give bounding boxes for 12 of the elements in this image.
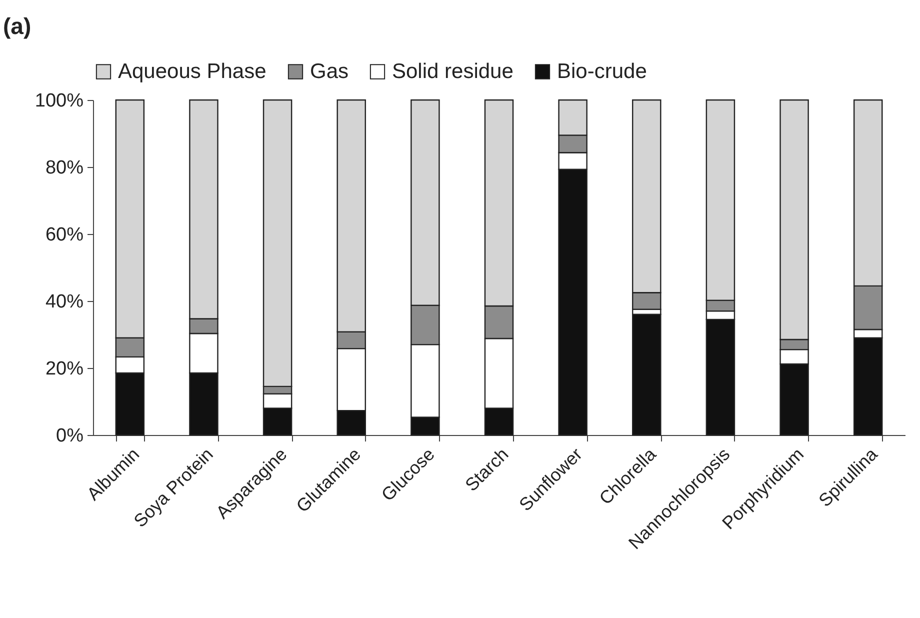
legend-label: Aqueous Phase bbox=[118, 60, 266, 83]
y-tick-label: 100% bbox=[34, 90, 84, 112]
bar bbox=[632, 314, 662, 436]
legend-label: Bio-crude bbox=[557, 60, 647, 83]
legend-label: Solid residue bbox=[392, 60, 514, 83]
y-tick-label: 40% bbox=[45, 292, 84, 312]
chart-title: (a) bbox=[3, 13, 32, 39]
y-tick-label: 0% bbox=[56, 426, 84, 446]
y-tick-label: 80% bbox=[45, 158, 84, 178]
y-tick-label: 20% bbox=[45, 358, 84, 380]
y-tick-label: 60% bbox=[45, 224, 84, 246]
legend-label: Gas bbox=[310, 60, 349, 83]
